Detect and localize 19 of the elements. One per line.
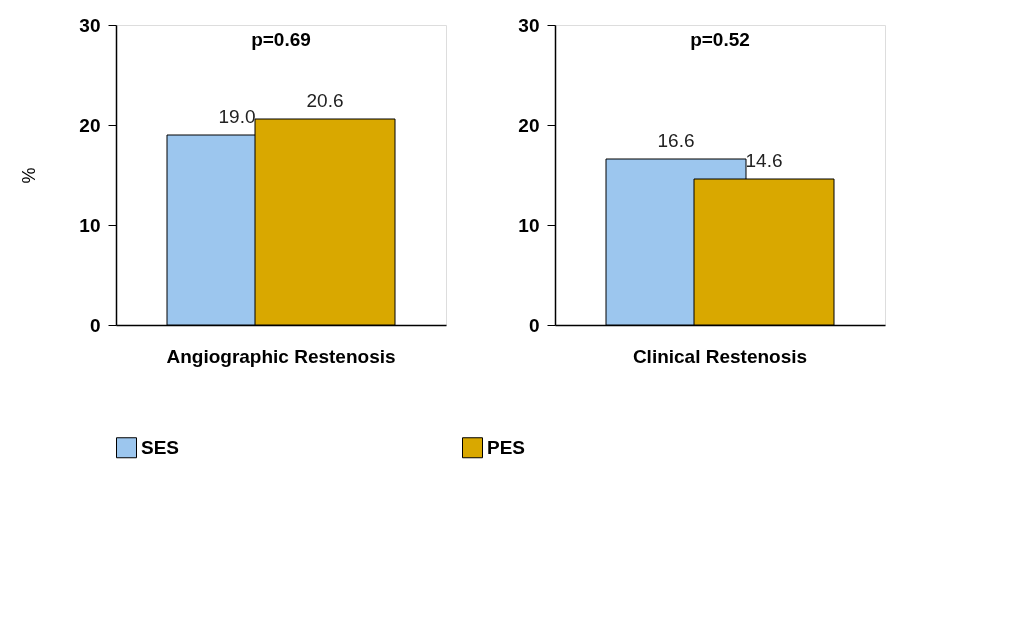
legend-label: PES <box>487 436 526 458</box>
y-tick-label: 30 <box>518 14 540 36</box>
y-tick-label: 30 <box>79 14 101 36</box>
y-tick-label: 0 <box>89 314 101 336</box>
y-tick-label: 20 <box>79 114 101 136</box>
y-tick-label: 0 <box>528 314 540 336</box>
annotation: p=0.52 <box>690 29 750 50</box>
y-tick-label: 10 <box>518 214 540 236</box>
y-axis-title: % <box>19 167 40 184</box>
data-label: 19.0 <box>218 106 256 127</box>
x-tick-label: Clinical Restenosis <box>632 345 808 367</box>
annotation: p=0.69 <box>251 29 311 50</box>
x-tick-label: Angiographic Restenosis <box>166 345 396 367</box>
data-label: 14.6 <box>745 150 783 171</box>
y-tick-label: 10 <box>79 214 101 236</box>
data-label: 16.6 <box>657 130 695 151</box>
legend-label: SES <box>141 436 180 458</box>
data-label: 20.6 <box>306 90 344 111</box>
y-tick-label: 20 <box>518 114 540 136</box>
